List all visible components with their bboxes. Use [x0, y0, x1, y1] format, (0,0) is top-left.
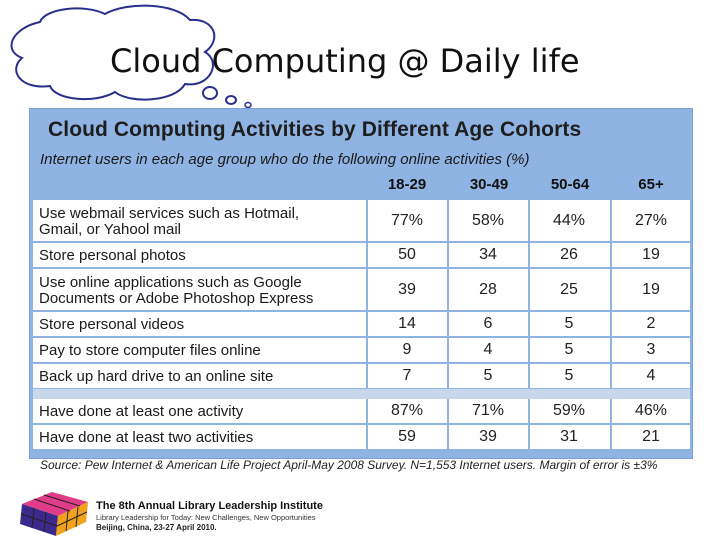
divider [528, 312, 530, 336]
divider [447, 312, 449, 336]
cell-value: 34 [479, 246, 497, 263]
cell-value: 9 [402, 341, 412, 358]
divider [366, 243, 368, 267]
divider [610, 243, 612, 267]
divider [366, 399, 368, 423]
row-label: Gmail, or Yahool mail [39, 221, 182, 238]
cell-value: 7 [402, 367, 412, 384]
cell-value: 14 [398, 315, 416, 332]
row-label: Use webmail services such as Hotmail, [39, 205, 300, 222]
divider [447, 269, 449, 310]
cell-value: 5 [564, 341, 574, 358]
cell-value: 58% [471, 212, 505, 229]
divider [447, 425, 449, 449]
table-row: Have done at least one activity 87% 71% … [33, 399, 690, 423]
cell-value: 59 [398, 428, 416, 445]
institute-banner: The 8th Annual Library Leadership Instit… [96, 500, 416, 532]
cell-value: 59% [552, 402, 586, 419]
cell-value: 5 [483, 367, 493, 384]
cell-value: 44% [552, 212, 586, 229]
divider [528, 200, 530, 241]
row-label: Store personal photos [39, 247, 186, 264]
row-label: Pay to store computer files online [39, 342, 261, 359]
cell-value: 31 [560, 428, 578, 445]
divider [447, 200, 449, 241]
table-separator [33, 389, 690, 399]
divider [528, 243, 530, 267]
row-label: Documents or Adobe Photoshop Express [39, 290, 314, 307]
source-note: Source: Pew Internet & American Life Pro… [40, 458, 658, 472]
divider [366, 200, 368, 241]
divider [528, 364, 530, 388]
rubiks-cube-logo-icon [20, 492, 88, 536]
divider [528, 338, 530, 362]
table-row: Back up hard drive to an online site 7 5… [33, 364, 690, 388]
divider [447, 399, 449, 423]
table-row: Store personal photos 50 34 26 19 [33, 243, 690, 267]
cell-value: 2 [646, 315, 656, 332]
table-row: Have done at least two activities 59 39 … [33, 425, 690, 449]
cell-value: 28 [479, 281, 497, 298]
divider [447, 338, 449, 362]
cell-value: 19 [642, 281, 660, 298]
cell-value: 27% [634, 212, 668, 229]
divider [610, 338, 612, 362]
cell-value: 5 [564, 315, 574, 332]
cell-value: 21 [642, 428, 660, 445]
cell-value: 50 [398, 246, 416, 263]
slide-title: Cloud Computing @ Daily life [110, 42, 580, 80]
thought-cloud-icon [10, 4, 252, 109]
divider [610, 312, 612, 336]
divider [528, 425, 530, 449]
table-row: Pay to store computer files online 9 4 5… [33, 338, 690, 362]
cell-value: 87% [390, 402, 424, 419]
divider [366, 269, 368, 310]
column-header: 65+ [638, 176, 664, 193]
cell-value: 5 [564, 367, 574, 384]
cell-value: 26 [560, 246, 578, 263]
row-label: Have done at least one activity [39, 403, 244, 420]
cell-value: 19 [642, 246, 660, 263]
divider [610, 200, 612, 241]
divider [610, 425, 612, 449]
table-title: Cloud Computing Activities by Different … [48, 118, 582, 141]
cell-value: 6 [483, 315, 493, 332]
cell-value: 3 [646, 341, 656, 358]
row-label: Use online applications such as Google [39, 274, 302, 291]
divider [610, 399, 612, 423]
table-row: Use online applications such as Google D… [33, 269, 690, 310]
divider [610, 269, 612, 310]
column-header: 30-49 [469, 176, 509, 193]
cell-value: 4 [483, 341, 493, 358]
banner-title: The 8th Annual Library Leadership Instit… [96, 500, 323, 512]
table-row: Store personal videos 14 6 5 2 [33, 312, 690, 336]
table-row: Use webmail services such as Hotmail, Gm… [33, 200, 690, 241]
cell-value: 46% [634, 402, 668, 419]
column-header: 18-29 [387, 176, 427, 193]
cell-value: 71% [471, 402, 505, 419]
cell-value: 77% [390, 212, 424, 229]
divider [447, 243, 449, 267]
table-subtitle: Internet users in each age group who do … [40, 151, 530, 168]
divider [447, 364, 449, 388]
divider [528, 269, 530, 310]
banner-date: Beijing, China, 23-27 April 2010. [96, 523, 217, 532]
divider [366, 425, 368, 449]
row-label: Store personal videos [39, 316, 185, 333]
row-label: Have done at least two activities [39, 429, 254, 446]
divider [366, 338, 368, 362]
divider [528, 399, 530, 423]
banner-subtitle: Library Leadership for Today: New Challe… [96, 513, 316, 522]
column-header: 50-64 [550, 176, 590, 193]
cell-value: 39 [479, 428, 497, 445]
divider [610, 364, 612, 388]
cell-value: 39 [398, 281, 416, 298]
row-label: Back up hard drive to an online site [39, 368, 274, 385]
divider [366, 312, 368, 336]
divider [366, 364, 368, 388]
cell-value: 4 [646, 367, 656, 384]
cell-value: 25 [560, 281, 578, 298]
